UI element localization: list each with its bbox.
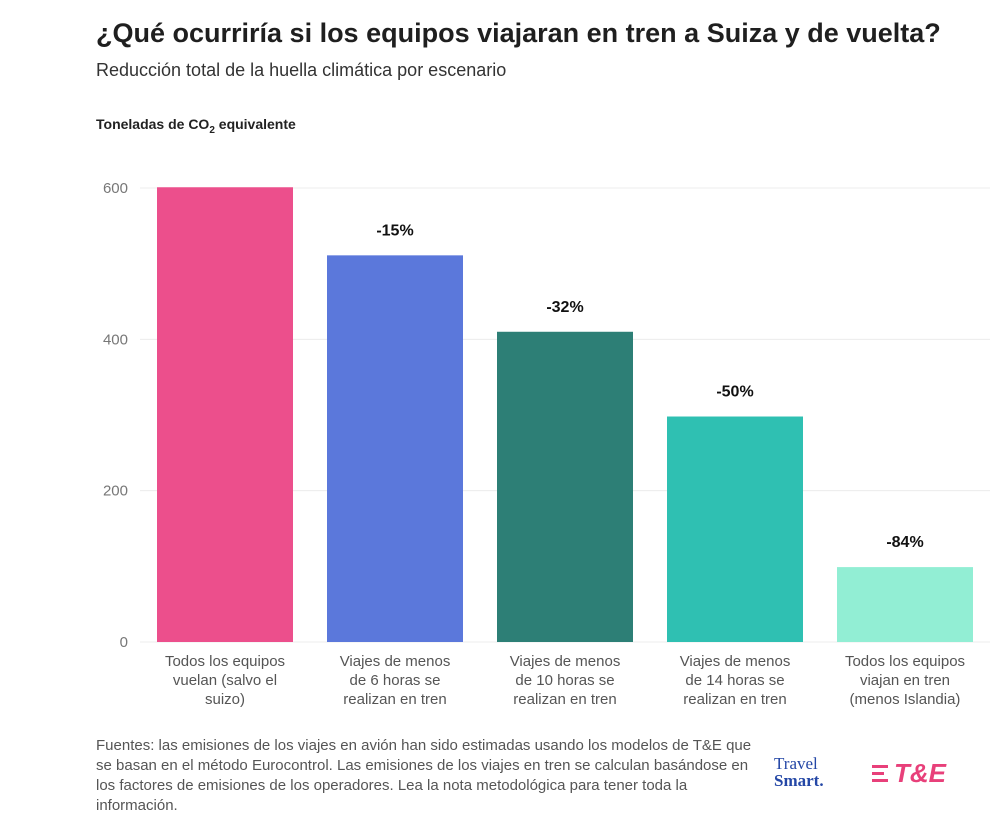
source-note: Fuentes: las emisiones de los viajes en … <box>96 737 752 814</box>
x-tick-label: suizo) <box>205 691 245 708</box>
x-tick-label: Viajes de menos <box>510 653 621 670</box>
te-mark-icon <box>872 765 888 782</box>
te-logo: T&E <box>872 758 946 789</box>
data-label: -84% <box>886 534 923 551</box>
y-tick-label: 200 <box>103 483 128 500</box>
x-tick-label: de 10 horas se <box>515 672 614 689</box>
bar <box>837 567 973 642</box>
x-tick-label: Todos los equipos <box>165 653 285 670</box>
bar <box>667 416 803 642</box>
bar <box>327 255 463 642</box>
data-label: -32% <box>546 299 583 316</box>
x-tick-label: realizan en tren <box>683 691 786 708</box>
x-tick-label: Todos los equipos <box>845 653 965 670</box>
bar-chart: 0 200 400 600 Todos los equipos vuelan (salvo… <box>103 180 990 708</box>
x-tick-label: Viajes de menos <box>680 653 791 670</box>
y-tick-label: 400 <box>103 331 128 348</box>
x-tick-label: realizan en tren <box>343 691 446 708</box>
y-tick-label: 600 <box>103 180 128 197</box>
travel-smart-logo: Travel Smart. <box>774 754 824 790</box>
x-tick-label: de 14 horas se <box>685 672 784 689</box>
y-tick-label: 0 <box>120 634 128 651</box>
bar <box>497 331 633 642</box>
data-label: -50% <box>716 384 753 401</box>
x-tick-label: Viajes de menos <box>340 653 451 670</box>
chart-title: ¿Qué ocurriría si los equipos viajaran e… <box>96 18 941 48</box>
x-tick-label: realizan en tren <box>513 691 616 708</box>
x-tick-label: de 6 horas se <box>350 672 441 689</box>
data-label: -15% <box>376 222 413 239</box>
chart-subtitle: Reducción total de la huella climática p… <box>96 60 507 80</box>
bar <box>157 187 293 642</box>
x-tick-label: viajan en tren <box>860 672 950 689</box>
y-axis-label: Toneladas de CO2 equivalente <box>96 116 296 136</box>
x-tick-label: vuelan (salvo el <box>173 672 277 689</box>
x-tick-label: (menos Islandia) <box>850 691 961 708</box>
